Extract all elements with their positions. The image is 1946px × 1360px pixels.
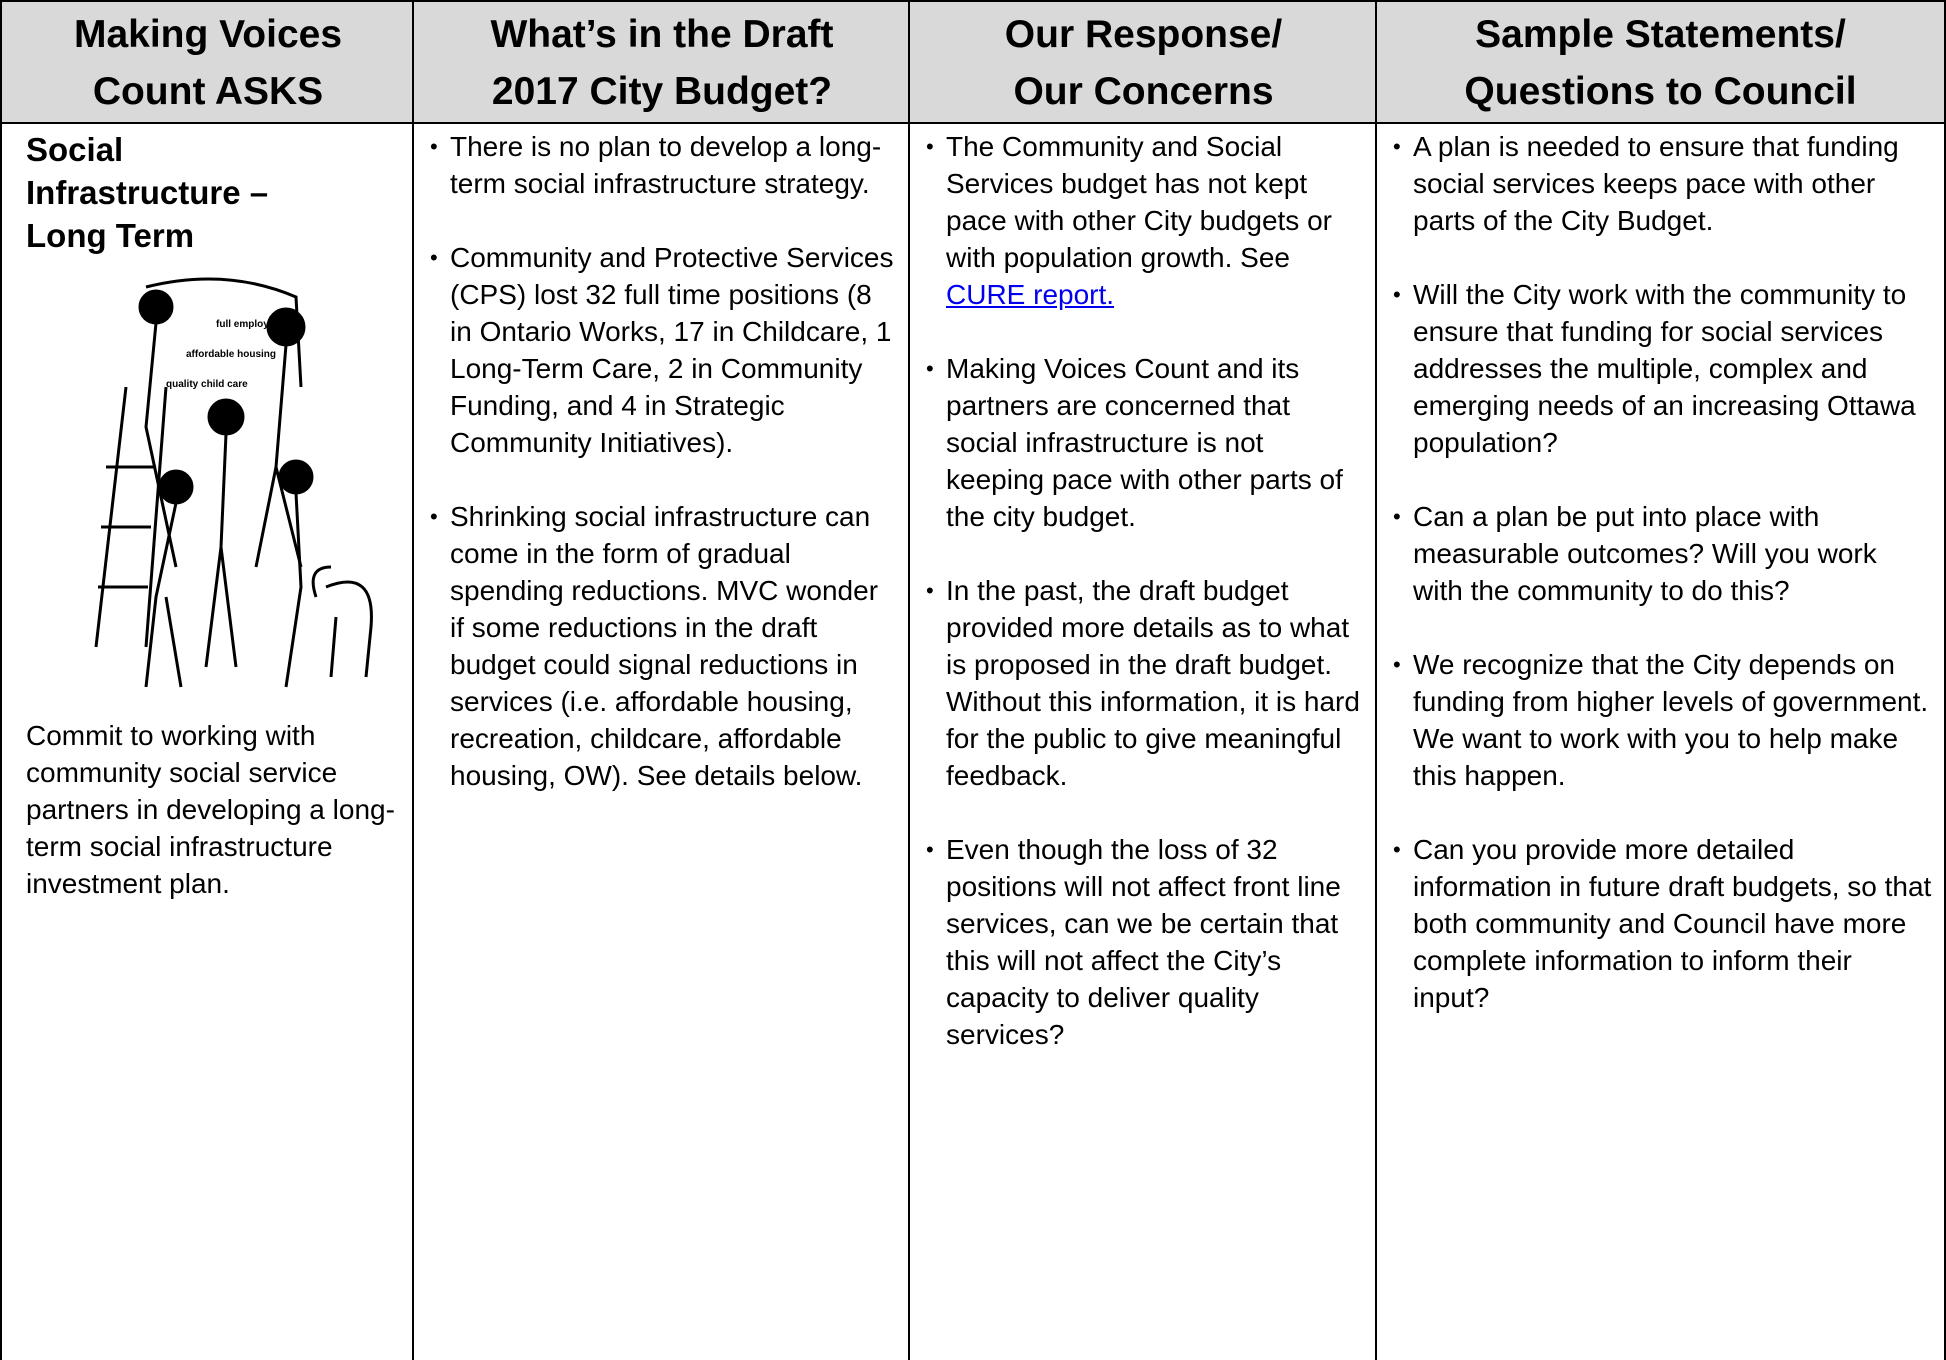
- bullet-list: The Community and Social Services budget…: [926, 128, 1365, 1053]
- ask-title: Social Infrastructure – Long Term: [26, 131, 269, 254]
- cell: There is no plan to develop a long-term …: [414, 124, 910, 794]
- bullet: A plan is needed to ensure that funding …: [1393, 128, 1932, 239]
- bullet: There is no plan to develop a long-term …: [430, 128, 898, 202]
- bullet: Can you provide more detailed informatio…: [1393, 831, 1932, 1016]
- bullet: We recognize that the City depends on fu…: [1393, 646, 1932, 794]
- header-line: Our Concerns: [1013, 70, 1274, 113]
- cell: Social Infrastructure – Long Term full e…: [2, 124, 414, 902]
- header-line: Our Response/: [1004, 13, 1283, 56]
- bullet: Will the City work with the community to…: [1393, 276, 1932, 461]
- bullet: Can a plan be put into place with measur…: [1393, 498, 1932, 609]
- bullet: Even though the loss of 32 positions wil…: [926, 831, 1365, 1053]
- image-label: affordable housing: [186, 349, 276, 360]
- link[interactable]: CURE report.: [946, 279, 1115, 310]
- cell: A plan is needed to ensure that funding …: [1377, 124, 1944, 1016]
- column-asks: Making Voices Count ASKS Social Infrastr…: [0, 0, 414, 1360]
- header-cell: Sample Statements/ Questions to Council: [1377, 0, 1944, 124]
- header-line: Sample Statements/: [1475, 13, 1846, 56]
- header-line: Count ASKS: [92, 70, 324, 113]
- column-draft: What’s in the Draft 2017 City Budget? Th…: [412, 0, 910, 1360]
- bullet: The Community and Social Services budget…: [926, 128, 1365, 313]
- bullet: Community and Protective Services (CPS) …: [430, 239, 898, 461]
- header-line: Making Voices: [73, 13, 343, 56]
- header-cell: What’s in the Draft 2017 City Budget?: [414, 0, 910, 124]
- bullet: Shrinking social infrastructure can come…: [430, 498, 898, 794]
- header-line: Questions to Council: [1464, 70, 1857, 113]
- image-label: full employment: [216, 319, 293, 330]
- cell: The Community and Social Services budget…: [910, 124, 1377, 1053]
- column-questions: Sample Statements/ Questions to Council …: [1375, 0, 1946, 1360]
- bullet-list: A plan is needed to ensure that funding …: [1393, 128, 1932, 1016]
- column-response: Our Response/ Our Concerns The Community…: [908, 0, 1377, 1360]
- bullet-list: There is no plan to develop a long-term …: [430, 128, 898, 794]
- header-line: 2017 City Budget?: [491, 70, 833, 113]
- bullet: In the past, the draft budget provided m…: [926, 572, 1365, 794]
- header-cell: Making Voices Count ASKS: [2, 0, 414, 124]
- header-cell: Our Response/ Our Concerns: [910, 0, 1377, 124]
- bullet: Making Voices Count and its partners are…: [926, 350, 1365, 535]
- illustration: full employment affordable housing quali…: [94, 277, 373, 688]
- header-line: What’s in the Draft: [490, 13, 834, 56]
- ask-text: Commit to working with community social …: [26, 720, 395, 899]
- image-label: quality child care: [166, 379, 248, 390]
- bullet-text: The Community and Social Services budget…: [946, 131, 1332, 273]
